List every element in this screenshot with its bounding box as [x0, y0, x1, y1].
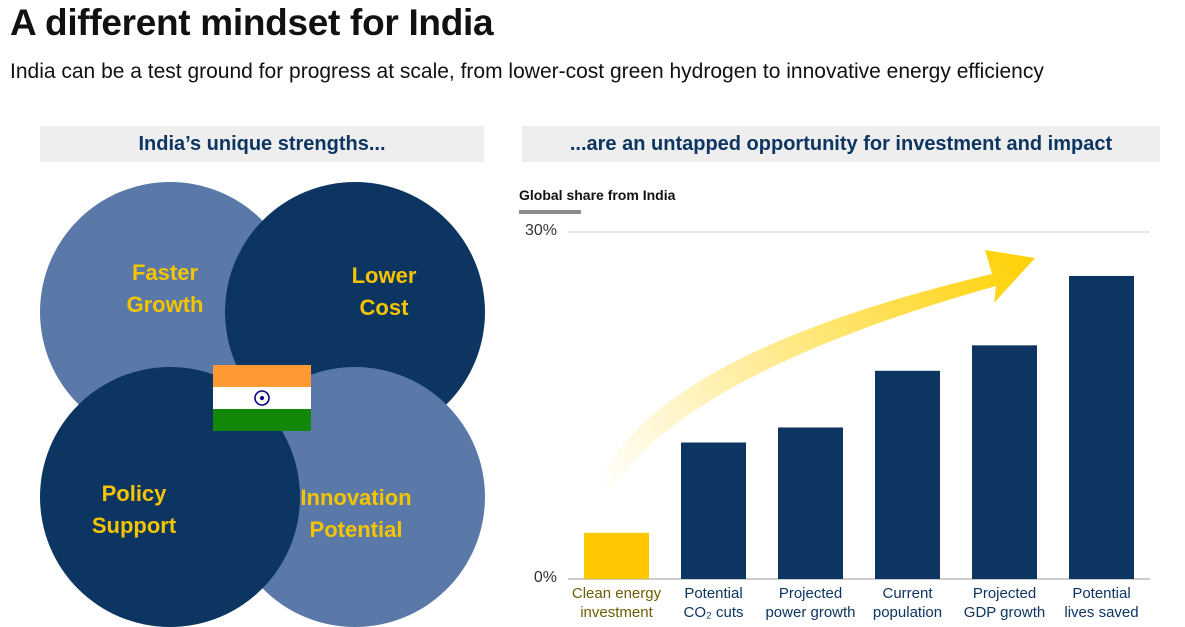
- x-category-label: Potential lives saved: [1064, 585, 1139, 621]
- bar-5: [1069, 275, 1134, 579]
- page-subtitle: India can be a test ground for progress …: [10, 60, 1044, 83]
- x-category-label: Clean energy investment: [571, 585, 662, 621]
- chart-plot: [568, 231, 1150, 580]
- right-panel-header: ...are an untapped opportunity for inves…: [522, 126, 1160, 162]
- bar-1: [681, 442, 746, 579]
- trend-arrow: [595, 250, 1035, 496]
- india-flag-icon: [213, 365, 311, 431]
- policy-support-label: Policy Support: [91, 481, 177, 538]
- india-share-chart: Global share from India 0% 30% Clean ener…: [500, 170, 1185, 626]
- y-axis-label-underline: [519, 210, 581, 214]
- y-tick-label: 30%: [524, 222, 557, 239]
- left-panel-header: India’s unique strengths...: [40, 126, 484, 162]
- innovation-potential-label: Innovation Potential: [300, 485, 412, 542]
- page-title: A different mindset for India: [10, 2, 494, 43]
- bar-0: [584, 532, 649, 579]
- bar-3: [875, 370, 940, 579]
- faster-growth-label: Faster Growth: [126, 260, 204, 317]
- x-category-label: Potential CO₂ cuts: [683, 585, 744, 621]
- bar-2: [778, 427, 843, 579]
- y-axis-label: Global share from India: [519, 187, 676, 203]
- x-category-label: Projected power growth: [765, 585, 856, 621]
- bar-4: [972, 345, 1037, 579]
- x-category-label: Current population: [872, 585, 943, 621]
- y-tick-label: 0%: [533, 569, 557, 586]
- lower-cost-label: Lower Cost: [351, 263, 417, 320]
- x-category-label: Projected GDP growth: [963, 585, 1046, 621]
